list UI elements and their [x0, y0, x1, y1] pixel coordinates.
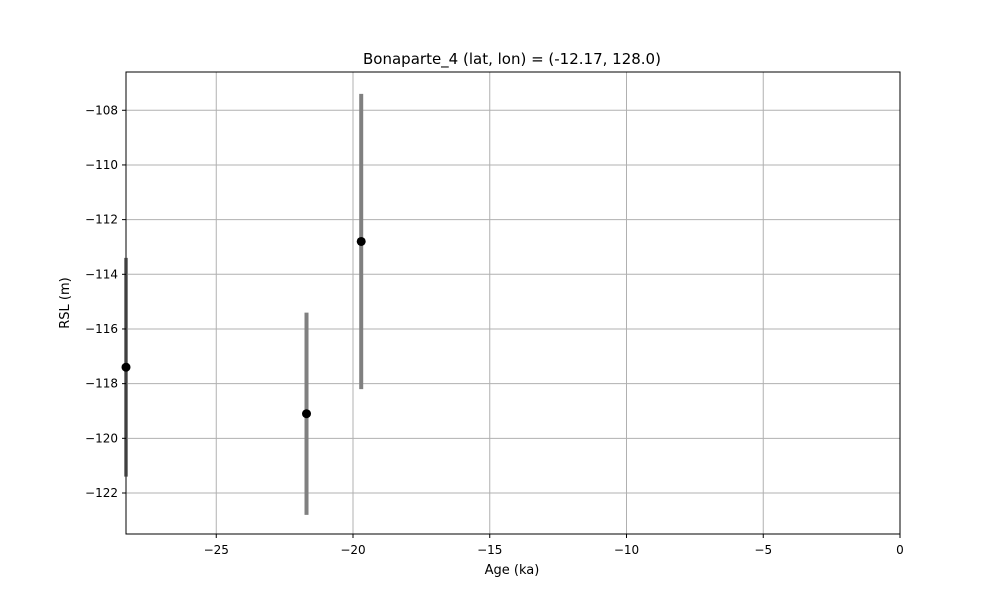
error-bars: [124, 93, 364, 515]
y-tick-label: −114: [85, 267, 118, 281]
x-tick-label: 0: [896, 543, 904, 557]
y-tick-label: −112: [85, 213, 118, 227]
data-points: [121, 236, 366, 419]
plot-area-frame: [125, 71, 901, 535]
grid: [126, 72, 901, 534]
y-axis-label: RSL (m): [58, 277, 73, 328]
y-tick-label: −116: [85, 322, 118, 336]
x-tick-label: −15: [477, 543, 502, 557]
x-axis-label: Age (ka): [485, 563, 540, 578]
x-tick-label: −20: [340, 543, 365, 557]
data-point: [302, 409, 312, 419]
axis-ticks: −25 −20 −15 −10 −5 0 −122 −120 −118 −116 −114 −112 −…: [85, 103, 904, 557]
x-tick-label: −25: [204, 543, 229, 557]
chart-title: Bonaparte_4 (lat, lon) = (-12.17, 128.0): [363, 50, 661, 69]
y-tick-label: −108: [85, 103, 118, 117]
data-point: [356, 236, 366, 246]
y-tick-label: −120: [85, 431, 118, 445]
x-tick-label: −5: [754, 543, 772, 557]
y-tick-label: −122: [85, 486, 118, 500]
y-tick-label: −110: [85, 158, 118, 172]
y-tick-label: −118: [85, 377, 118, 391]
x-tick-label: −10: [614, 543, 639, 557]
